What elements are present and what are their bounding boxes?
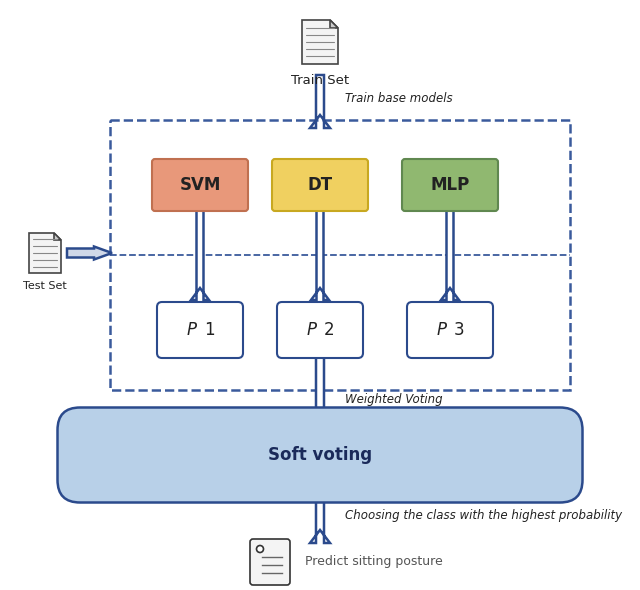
Text: $\mathit{P}$: $\mathit{P}$ bbox=[306, 321, 318, 339]
Polygon shape bbox=[310, 75, 330, 128]
Polygon shape bbox=[191, 210, 209, 300]
Text: Train Set: Train Set bbox=[291, 74, 349, 87]
Text: $\mathit{P}$: $\mathit{P}$ bbox=[436, 321, 448, 339]
FancyBboxPatch shape bbox=[272, 159, 368, 211]
Text: DT: DT bbox=[307, 176, 333, 194]
Text: MLP: MLP bbox=[430, 176, 470, 194]
Text: 2: 2 bbox=[324, 321, 335, 339]
Text: Train base models: Train base models bbox=[345, 91, 452, 104]
Polygon shape bbox=[310, 482, 330, 543]
Polygon shape bbox=[29, 233, 61, 273]
Text: Choosing the class with the highest probability: Choosing the class with the highest prob… bbox=[345, 509, 622, 522]
FancyBboxPatch shape bbox=[402, 159, 498, 211]
Bar bbox=[110, 120, 570, 390]
Polygon shape bbox=[441, 210, 459, 300]
Polygon shape bbox=[311, 210, 329, 300]
Text: $\mathit{P}$: $\mathit{P}$ bbox=[186, 321, 198, 339]
Polygon shape bbox=[310, 355, 330, 428]
Text: Weighted Voting: Weighted Voting bbox=[345, 394, 443, 407]
FancyBboxPatch shape bbox=[157, 302, 243, 358]
Text: Predict sitting posture: Predict sitting posture bbox=[305, 556, 443, 569]
Text: 1: 1 bbox=[204, 321, 214, 339]
Polygon shape bbox=[330, 20, 338, 28]
Polygon shape bbox=[67, 247, 112, 260]
Text: Soft voting: Soft voting bbox=[268, 446, 372, 464]
Text: 3: 3 bbox=[454, 321, 465, 339]
Circle shape bbox=[257, 546, 264, 552]
FancyBboxPatch shape bbox=[277, 302, 363, 358]
Polygon shape bbox=[302, 20, 338, 64]
FancyBboxPatch shape bbox=[152, 159, 248, 211]
Text: SVM: SVM bbox=[179, 176, 221, 194]
Polygon shape bbox=[54, 233, 61, 240]
FancyBboxPatch shape bbox=[58, 408, 582, 503]
FancyBboxPatch shape bbox=[250, 539, 290, 585]
FancyBboxPatch shape bbox=[407, 302, 493, 358]
Text: Test Set: Test Set bbox=[23, 281, 67, 291]
